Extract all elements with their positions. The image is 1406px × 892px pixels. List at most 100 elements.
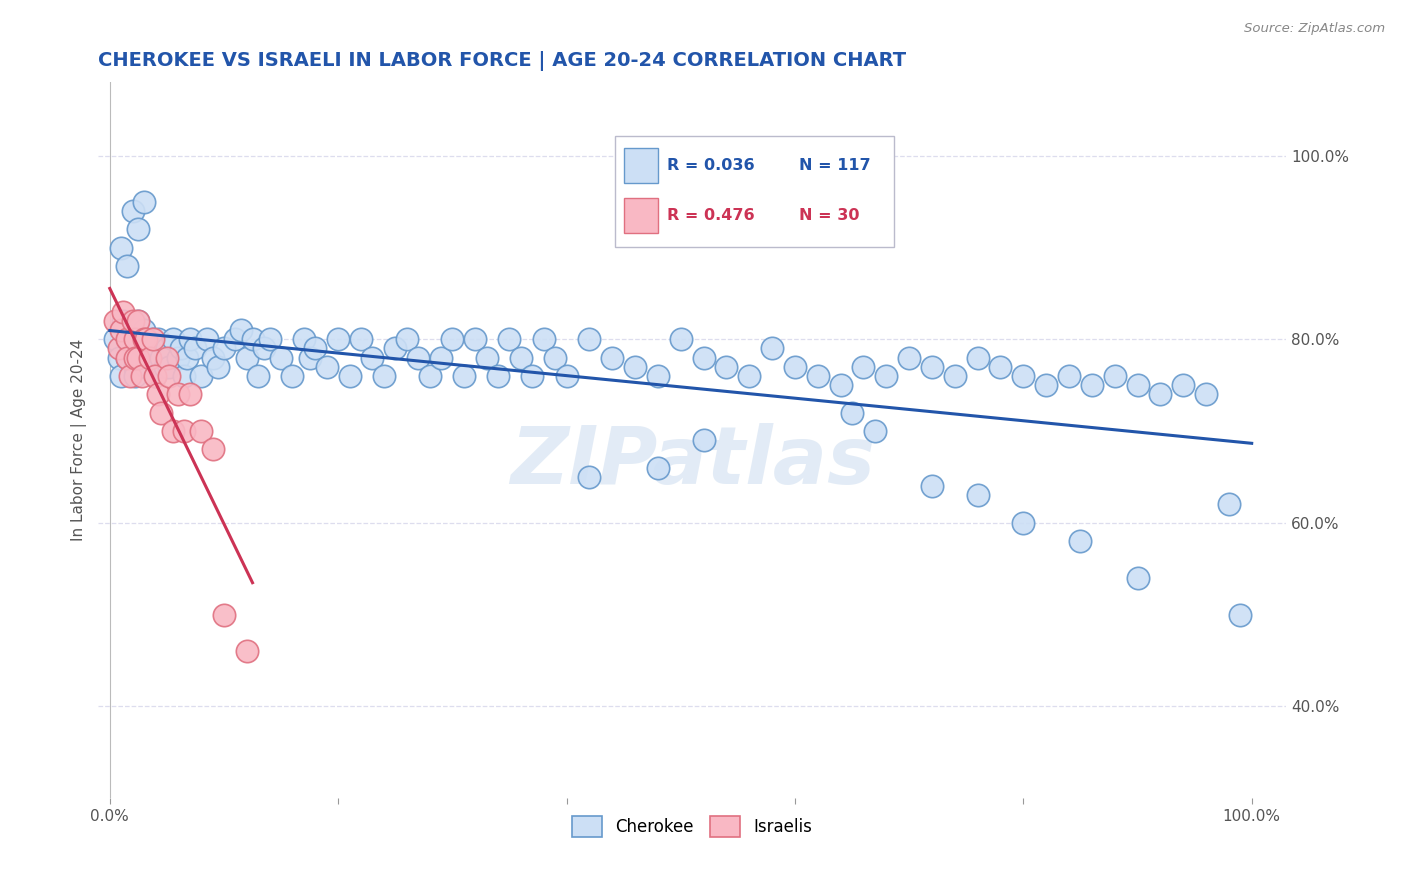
- Point: [179, 332, 201, 346]
- Point: [195, 332, 218, 346]
- Point: [201, 351, 224, 365]
- Point: [486, 369, 509, 384]
- Point: [292, 332, 315, 346]
- Point: [132, 342, 155, 356]
- Point: [145, 369, 167, 384]
- Point: [921, 359, 943, 374]
- Point: [173, 424, 195, 438]
- Point: [124, 351, 146, 365]
- Point: [716, 359, 738, 374]
- Point: [498, 332, 520, 346]
- Point: [898, 351, 921, 365]
- Point: [1173, 378, 1195, 392]
- Point: [943, 369, 966, 384]
- Point: [167, 351, 190, 365]
- Point: [430, 351, 453, 365]
- Point: [207, 359, 229, 374]
- Point: [1104, 369, 1126, 384]
- Point: [841, 406, 863, 420]
- Point: [142, 332, 165, 346]
- Text: ZIPatlas: ZIPatlas: [509, 423, 875, 500]
- Point: [110, 240, 132, 254]
- Point: [315, 359, 337, 374]
- Point: [173, 369, 195, 384]
- Text: N = 117: N = 117: [799, 158, 870, 173]
- Point: [167, 387, 190, 401]
- Point: [253, 342, 276, 356]
- Point: [162, 332, 184, 346]
- Point: [120, 369, 142, 384]
- Point: [339, 369, 361, 384]
- Text: N = 30: N = 30: [799, 208, 859, 223]
- Point: [384, 342, 406, 356]
- Point: [145, 342, 167, 356]
- Point: [1035, 378, 1057, 392]
- Point: [544, 351, 567, 365]
- Point: [522, 369, 544, 384]
- Text: CHEROKEE VS ISRAELI IN LABOR FORCE | AGE 20-24 CORRELATION CHART: CHEROKEE VS ISRAELI IN LABOR FORCE | AGE…: [98, 51, 907, 70]
- Point: [1012, 369, 1035, 384]
- Point: [138, 351, 160, 365]
- Point: [156, 351, 179, 365]
- Point: [247, 369, 270, 384]
- Text: R = 0.036: R = 0.036: [668, 158, 755, 173]
- Point: [624, 359, 647, 374]
- Bar: [624, 148, 658, 183]
- Point: [127, 222, 149, 236]
- Point: [298, 351, 321, 365]
- Point: [132, 194, 155, 209]
- Point: [281, 369, 304, 384]
- Point: [259, 332, 281, 346]
- Text: R = 0.476: R = 0.476: [668, 208, 755, 223]
- Point: [124, 359, 146, 374]
- Point: [229, 323, 252, 337]
- Point: [120, 332, 142, 346]
- Point: [1126, 378, 1149, 392]
- Point: [1081, 378, 1104, 392]
- Point: [108, 342, 131, 356]
- Point: [600, 351, 623, 365]
- Point: [108, 351, 131, 365]
- Point: [115, 351, 138, 365]
- Point: [1057, 369, 1080, 384]
- Point: [131, 351, 153, 365]
- Point: [184, 342, 207, 356]
- Point: [373, 369, 395, 384]
- Point: [441, 332, 464, 346]
- Point: [669, 332, 692, 346]
- Point: [1149, 387, 1171, 401]
- Point: [190, 424, 212, 438]
- Point: [132, 332, 155, 346]
- Point: [150, 351, 173, 365]
- Point: [1012, 516, 1035, 530]
- Bar: [624, 198, 658, 233]
- Point: [127, 351, 149, 365]
- Point: [647, 460, 669, 475]
- Point: [578, 470, 600, 484]
- Point: [406, 351, 429, 365]
- Point: [533, 332, 555, 346]
- Point: [115, 259, 138, 273]
- Point: [1229, 607, 1251, 622]
- Point: [110, 323, 132, 337]
- Point: [1069, 534, 1091, 549]
- Point: [156, 342, 179, 356]
- Point: [190, 369, 212, 384]
- Point: [783, 359, 806, 374]
- Point: [361, 351, 384, 365]
- Point: [242, 332, 264, 346]
- Point: [157, 369, 180, 384]
- Point: [830, 378, 852, 392]
- Point: [453, 369, 475, 384]
- Point: [124, 332, 146, 346]
- Point: [104, 332, 127, 346]
- Point: [509, 351, 531, 365]
- Point: [578, 332, 600, 346]
- Point: [807, 369, 830, 384]
- Point: [127, 332, 149, 346]
- Text: Source: ZipAtlas.com: Source: ZipAtlas.com: [1244, 22, 1385, 36]
- Point: [124, 369, 146, 384]
- Point: [112, 314, 135, 328]
- Point: [236, 644, 259, 658]
- Point: [418, 369, 440, 384]
